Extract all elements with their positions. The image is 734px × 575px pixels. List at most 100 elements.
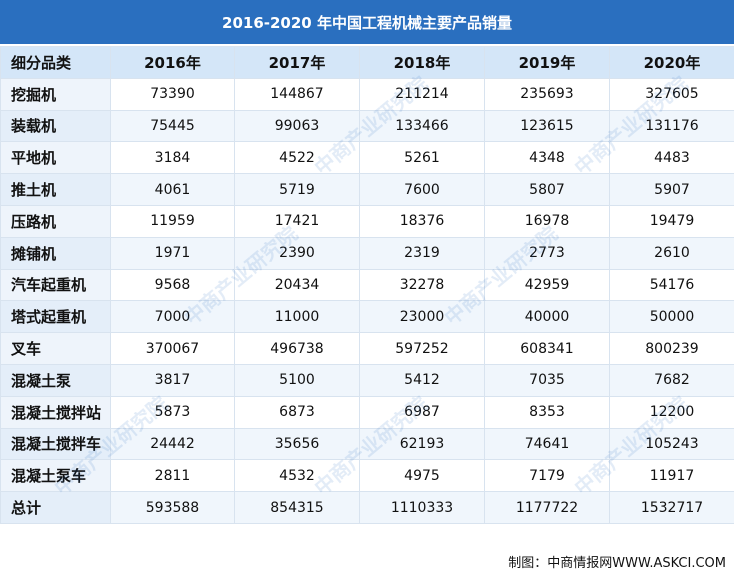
cell-2020: 800239	[609, 332, 734, 365]
cell-2018: 62193	[359, 427, 485, 461]
cell-2020: 11917	[609, 459, 734, 493]
cell-2016: 2811	[110, 459, 235, 493]
table-row: 装载机 75445 99063 133466 123615 131176	[0, 109, 734, 143]
row-category: 混凝土搅拌站	[0, 395, 111, 429]
table-row: 叉车 370067 496738 597252 608341 800239	[0, 332, 734, 365]
cell-2018: 23000	[359, 300, 485, 334]
table-row: 汽车起重机 9568 20434 32278 42959 54176	[0, 268, 734, 302]
cell-2017: 11000	[234, 300, 360, 334]
cell-2018: 597252	[359, 332, 485, 365]
table-row: 塔式起重机 7000 11000 23000 40000 50000	[0, 300, 734, 334]
row-category: 推土机	[0, 173, 111, 206]
header-2018: 2018年	[359, 46, 485, 79]
cell-2016: 75445	[110, 109, 235, 143]
cell-2016: 1971	[110, 236, 235, 270]
cell-2017: 5719	[234, 173, 360, 206]
cell-2020: 7682	[609, 363, 734, 397]
cell-2016: 24442	[110, 427, 235, 461]
header-2016: 2016年	[110, 46, 235, 79]
table-row: 压路机 11959 17421 18376 16978 19479	[0, 204, 734, 238]
cell-2017: 20434	[234, 268, 360, 302]
table-row: 混凝土泵 3817 5100 5412 7035 7682	[0, 363, 734, 397]
cell-2017: 6873	[234, 395, 360, 429]
cell-2020: 50000	[609, 300, 734, 334]
cell-2019: 74641	[484, 427, 610, 461]
cell-2019: 123615	[484, 109, 610, 143]
row-category: 摊铺机	[0, 236, 111, 270]
cell-2017: 5100	[234, 363, 360, 397]
cell-2019: 7179	[484, 459, 610, 493]
cell-2017: 17421	[234, 204, 360, 238]
sales-table: 细分品类 2016年 2017年 2018年 2019年 2020年 挖掘机 73…	[0, 46, 734, 524]
header-row: 细分品类 2016年 2017年 2018年 2019年 2020年	[0, 46, 734, 79]
row-category: 压路机	[0, 204, 111, 238]
cell-2018: 1110333	[359, 491, 485, 524]
cell-2020: 12200	[609, 395, 734, 429]
row-category: 混凝土泵	[0, 363, 111, 397]
cell-2017: 35656	[234, 427, 360, 461]
cell-2017: 144867	[234, 77, 360, 111]
cell-2016: 593588	[110, 491, 235, 524]
table-row: 混凝土搅拌站 5873 6873 6987 8353 12200	[0, 395, 734, 429]
cell-2019: 8353	[484, 395, 610, 429]
cell-2019: 235693	[484, 77, 610, 111]
header-2020: 2020年	[609, 46, 734, 79]
table-row: 混凝土泵车 2811 4532 4975 7179 11917	[0, 459, 734, 493]
cell-2020: 1532717	[609, 491, 734, 524]
row-category: 装载机	[0, 109, 111, 143]
cell-2018: 32278	[359, 268, 485, 302]
cell-2018: 5261	[359, 141, 485, 175]
table-row: 混凝土搅拌车 24442 35656 62193 74641 105243	[0, 427, 734, 461]
cell-2019: 608341	[484, 332, 610, 365]
table-row: 平地机 3184 4522 5261 4348 4483	[0, 141, 734, 175]
row-category: 叉车	[0, 332, 111, 365]
cell-2017: 99063	[234, 109, 360, 143]
cell-2016: 370067	[110, 332, 235, 365]
cell-2018: 2319	[359, 236, 485, 270]
cell-2018: 6987	[359, 395, 485, 429]
row-category: 挖掘机	[0, 77, 111, 111]
cell-2017: 854315	[234, 491, 360, 524]
cell-2020: 4483	[609, 141, 734, 175]
row-category: 汽车起重机	[0, 268, 111, 302]
cell-2020: 131176	[609, 109, 734, 143]
row-category: 混凝土泵车	[0, 459, 111, 493]
cell-2018: 133466	[359, 109, 485, 143]
cell-2016: 7000	[110, 300, 235, 334]
cell-2018: 7600	[359, 173, 485, 206]
cell-2018: 4975	[359, 459, 485, 493]
source-note: 制图：中商情报网WWW.ASKCI.COM	[508, 556, 726, 571]
cell-2020: 5907	[609, 173, 734, 206]
row-category: 塔式起重机	[0, 300, 111, 334]
header-2017: 2017年	[234, 46, 360, 79]
cell-2016: 73390	[110, 77, 235, 111]
cell-2016: 4061	[110, 173, 235, 206]
cell-2019: 5807	[484, 173, 610, 206]
cell-2017: 496738	[234, 332, 360, 365]
cell-2016: 11959	[110, 204, 235, 238]
table-row: 挖掘机 73390 144867 211214 235693 327605	[0, 77, 734, 111]
cell-2016: 5873	[110, 395, 235, 429]
cell-2019: 16978	[484, 204, 610, 238]
cell-2018: 18376	[359, 204, 485, 238]
header-2019: 2019年	[484, 46, 610, 79]
table-row: 推土机 4061 5719 7600 5807 5907	[0, 173, 734, 206]
cell-2016: 9568	[110, 268, 235, 302]
cell-2019: 2773	[484, 236, 610, 270]
cell-2020: 19479	[609, 204, 734, 238]
cell-2019: 1177722	[484, 491, 610, 524]
cell-2020: 2610	[609, 236, 734, 270]
row-category: 总计	[0, 491, 111, 524]
cell-2019: 4348	[484, 141, 610, 175]
cell-2016: 3184	[110, 141, 235, 175]
table-row: 摊铺机 1971 2390 2319 2773 2610	[0, 236, 734, 270]
cell-2020: 105243	[609, 427, 734, 461]
cell-2018: 211214	[359, 77, 485, 111]
header-category: 细分品类	[0, 46, 111, 79]
cell-2019: 42959	[484, 268, 610, 302]
cell-2019: 40000	[484, 300, 610, 334]
total-row: 总计 593588 854315 1110333 1177722 1532717	[0, 491, 734, 524]
cell-2020: 327605	[609, 77, 734, 111]
row-category: 平地机	[0, 141, 111, 175]
cell-2017: 4522	[234, 141, 360, 175]
